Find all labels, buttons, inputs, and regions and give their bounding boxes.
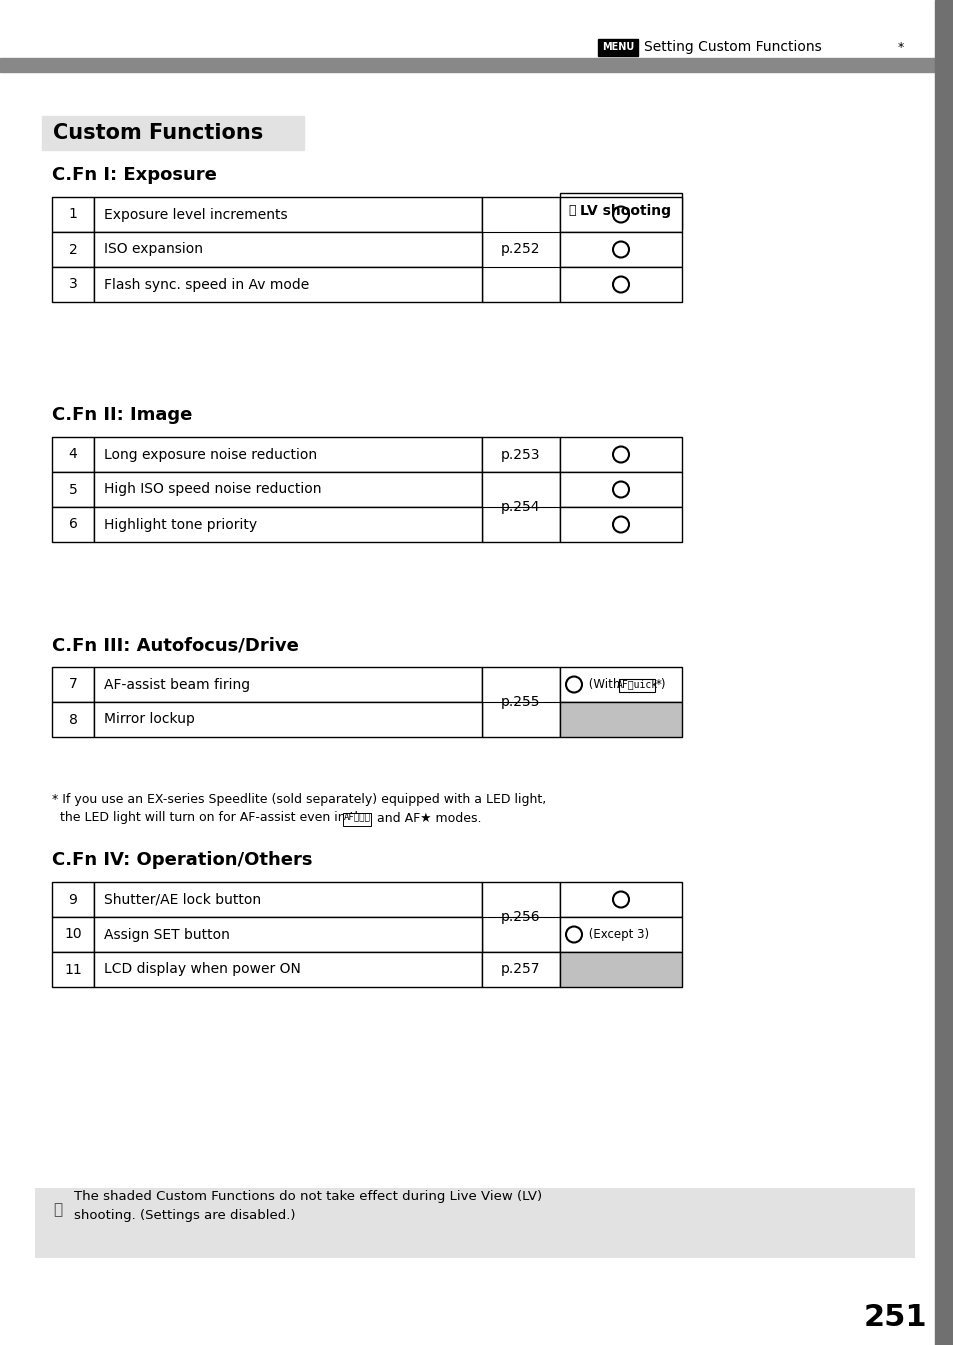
Text: Assign SET button: Assign SET button xyxy=(104,928,230,942)
Bar xyxy=(52,472,94,507)
Bar xyxy=(559,268,681,303)
Bar xyxy=(94,196,481,231)
Text: p.257: p.257 xyxy=(500,963,540,976)
Text: 2: 2 xyxy=(69,242,77,257)
Bar xyxy=(52,917,94,952)
Text: The shaded Custom Functions do not take effect during Live View (LV)
shooting. (: The shaded Custom Functions do not take … xyxy=(74,1190,541,1223)
Text: 9: 9 xyxy=(69,893,77,907)
Bar xyxy=(559,192,681,229)
Text: and AF★ modes.: and AF★ modes. xyxy=(373,811,481,824)
Text: 6: 6 xyxy=(69,518,77,531)
Bar xyxy=(0,58,934,73)
Bar xyxy=(559,196,681,231)
Text: Mirror lockup: Mirror lockup xyxy=(104,713,194,726)
Bar xyxy=(52,667,94,702)
Bar xyxy=(559,917,681,952)
Text: C.Fn IV: Operation/Others: C.Fn IV: Operation/Others xyxy=(52,851,313,869)
Text: p.253: p.253 xyxy=(500,448,540,461)
Text: C.Fn II: Image: C.Fn II: Image xyxy=(52,406,193,424)
Text: p.252: p.252 xyxy=(500,242,540,257)
Bar xyxy=(481,196,559,303)
Text: p.255: p.255 xyxy=(500,695,540,709)
Text: p.254: p.254 xyxy=(500,500,540,514)
Text: Highlight tone priority: Highlight tone priority xyxy=(104,518,257,531)
Bar xyxy=(42,116,304,151)
Text: 📷: 📷 xyxy=(568,204,576,218)
Text: 1: 1 xyxy=(69,207,77,222)
Text: LCD display when power ON: LCD display when power ON xyxy=(104,963,300,976)
Bar xyxy=(94,437,481,472)
Bar xyxy=(559,667,681,702)
Text: * If you use an EX-series Speedlite (sold separately) equipped with a LED light,: * If you use an EX-series Speedlite (sol… xyxy=(52,794,546,807)
Bar xyxy=(94,952,481,987)
Text: Custom Functions: Custom Functions xyxy=(53,122,263,143)
Bar xyxy=(559,882,681,917)
Bar xyxy=(559,437,681,472)
Text: 🗒: 🗒 xyxy=(53,1202,63,1217)
Text: 7: 7 xyxy=(69,678,77,691)
Bar xyxy=(559,952,681,987)
Text: MENU: MENU xyxy=(601,42,634,52)
Bar xyxy=(94,268,481,303)
Bar xyxy=(52,268,94,303)
Bar xyxy=(481,952,559,987)
Text: AFⓁⓕⓔ: AFⓁⓕⓔ xyxy=(343,812,370,822)
Text: Exposure level increments: Exposure level increments xyxy=(104,207,287,222)
Text: C.Fn I: Exposure: C.Fn I: Exposure xyxy=(52,165,216,184)
Text: ISO expansion: ISO expansion xyxy=(104,242,203,257)
Bar xyxy=(934,0,953,1345)
Bar xyxy=(94,507,481,542)
Text: AFⓉuick: AFⓉuick xyxy=(616,679,657,690)
Bar xyxy=(559,507,681,542)
Bar xyxy=(94,882,481,917)
Text: (Except 3): (Except 3) xyxy=(584,928,648,942)
Bar xyxy=(481,882,559,952)
Text: Setting Custom Functions: Setting Custom Functions xyxy=(643,40,821,54)
Text: AF-assist beam firing: AF-assist beam firing xyxy=(104,678,250,691)
Text: *): *) xyxy=(656,678,666,691)
Bar xyxy=(52,952,94,987)
Bar xyxy=(94,472,481,507)
Bar xyxy=(52,231,94,268)
Bar xyxy=(598,39,638,56)
Text: Flash sync. speed in Av mode: Flash sync. speed in Av mode xyxy=(104,277,309,292)
Bar xyxy=(94,231,481,268)
Text: 3: 3 xyxy=(69,277,77,292)
Bar xyxy=(52,196,94,231)
Bar xyxy=(481,437,559,472)
Bar xyxy=(618,678,655,691)
Bar xyxy=(559,231,681,268)
Text: 251: 251 xyxy=(862,1303,926,1333)
Bar xyxy=(52,437,94,472)
Text: *: * xyxy=(897,40,903,54)
Bar xyxy=(94,917,481,952)
Text: Shutter/AE lock button: Shutter/AE lock button xyxy=(104,893,261,907)
Bar xyxy=(52,507,94,542)
Text: High ISO speed noise reduction: High ISO speed noise reduction xyxy=(104,483,321,496)
Bar xyxy=(94,667,481,702)
Bar xyxy=(559,702,681,737)
Text: the LED light will turn on for AF-assist even in the: the LED light will turn on for AF-assist… xyxy=(60,811,370,824)
Text: 10: 10 xyxy=(64,928,82,942)
Bar xyxy=(481,667,559,737)
Bar xyxy=(94,702,481,737)
Bar xyxy=(343,812,371,826)
Text: C.Fn III: Autofocus/Drive: C.Fn III: Autofocus/Drive xyxy=(52,636,298,654)
Bar xyxy=(52,702,94,737)
Text: 5: 5 xyxy=(69,483,77,496)
Text: p.256: p.256 xyxy=(500,911,540,924)
Text: 11: 11 xyxy=(64,963,82,976)
Text: 8: 8 xyxy=(69,713,77,726)
Bar xyxy=(481,472,559,542)
Text: 4: 4 xyxy=(69,448,77,461)
Bar xyxy=(35,1188,914,1258)
Text: (With: (With xyxy=(584,678,623,691)
Text: LV shooting: LV shooting xyxy=(579,204,671,218)
Bar xyxy=(559,472,681,507)
Bar xyxy=(52,882,94,917)
Text: Long exposure noise reduction: Long exposure noise reduction xyxy=(104,448,316,461)
